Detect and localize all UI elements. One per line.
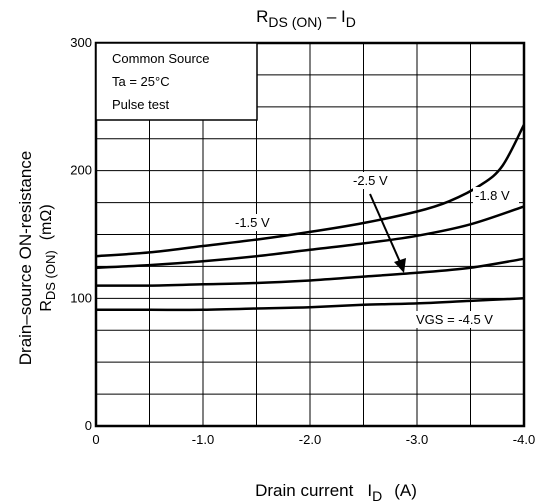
x-axis-sub: D [372, 488, 382, 504]
x-tick-label: -1.0 [192, 432, 214, 447]
title-main2: I [341, 7, 346, 26]
y-tick-labels: 0 100 200 300 [70, 35, 92, 433]
x-tick-labels: 0 -1.0 -2.0 -3.0 -4.0 [92, 432, 535, 447]
curve-label-2p5v: -2.5 V [353, 173, 388, 188]
curve-vgs-1p5v [95, 124, 526, 258]
label-bg-1p5 [232, 214, 276, 231]
x-tick-label: 0 [92, 432, 99, 447]
arrow-shaft [369, 193, 401, 263]
y-axis-sub: DS (ON) [43, 250, 58, 300]
y-tick-label: 100 [70, 290, 92, 305]
x-axis-unit: (A) [394, 481, 417, 500]
plot-frame [94, 41, 526, 428]
title-main: R [256, 7, 268, 26]
x-axis-label: Drain current ID (A) [255, 481, 417, 504]
x-tick-label: -2.0 [299, 432, 321, 447]
y-axis-unit: (mΩ) [38, 204, 55, 240]
annotation-arrow [369, 193, 406, 273]
y-axis-label: Drain–source ON-resistance RDS (ON) (mΩ) [16, 151, 58, 365]
label-bg-2p5 [351, 172, 397, 189]
series-layer [95, 124, 526, 312]
curve-vgs-4p5v [96, 297, 525, 312]
arrow-head [394, 258, 406, 273]
y-axis-symbol: R [38, 300, 55, 312]
title-sub2: D [346, 14, 356, 30]
condition-common-source: Common Source [112, 51, 210, 66]
y-tick-label: 0 [85, 418, 92, 433]
y-axis-line1: Drain–source ON-resistance [16, 151, 35, 365]
curve-label-1p8v: -1.8 V [475, 188, 510, 203]
x-axis-symbol: I [367, 481, 372, 500]
condition-temperature: Ta = 25°C [112, 74, 170, 89]
condition-pulse-test: Pulse test [112, 97, 169, 112]
title-sep: – [322, 7, 341, 26]
x-axis-text: Drain current [255, 481, 354, 500]
x-tick-label: -4.0 [513, 432, 535, 447]
curve-labels: -1.5 V -2.5 V -1.8 V VGS = -4.5 V [232, 172, 519, 328]
conditions-box: Common Source Ta = 25°C Pulse test [95, 42, 258, 121]
chart-title: RDS (ON) – ID [256, 7, 356, 30]
label-bg-4p5 [414, 311, 514, 328]
y-tick-label: 200 [70, 163, 92, 178]
curve-vgs-2p5v [95, 257, 525, 287]
label-bg-1p8 [473, 187, 519, 204]
curve-label-4p5v: VGS = -4.5 V [416, 312, 493, 327]
y-axis-line2: RDS (ON) (mΩ) [38, 204, 58, 311]
curve-label-1p5v: -1.5 V [235, 215, 270, 230]
title-sub: DS (ON) [268, 14, 322, 30]
x-tick-label: -3.0 [406, 432, 428, 447]
curve-vgs-1p8v [95, 205, 525, 269]
conditions-box-frame [95, 42, 258, 121]
y-tick-label: 300 [70, 35, 92, 50]
